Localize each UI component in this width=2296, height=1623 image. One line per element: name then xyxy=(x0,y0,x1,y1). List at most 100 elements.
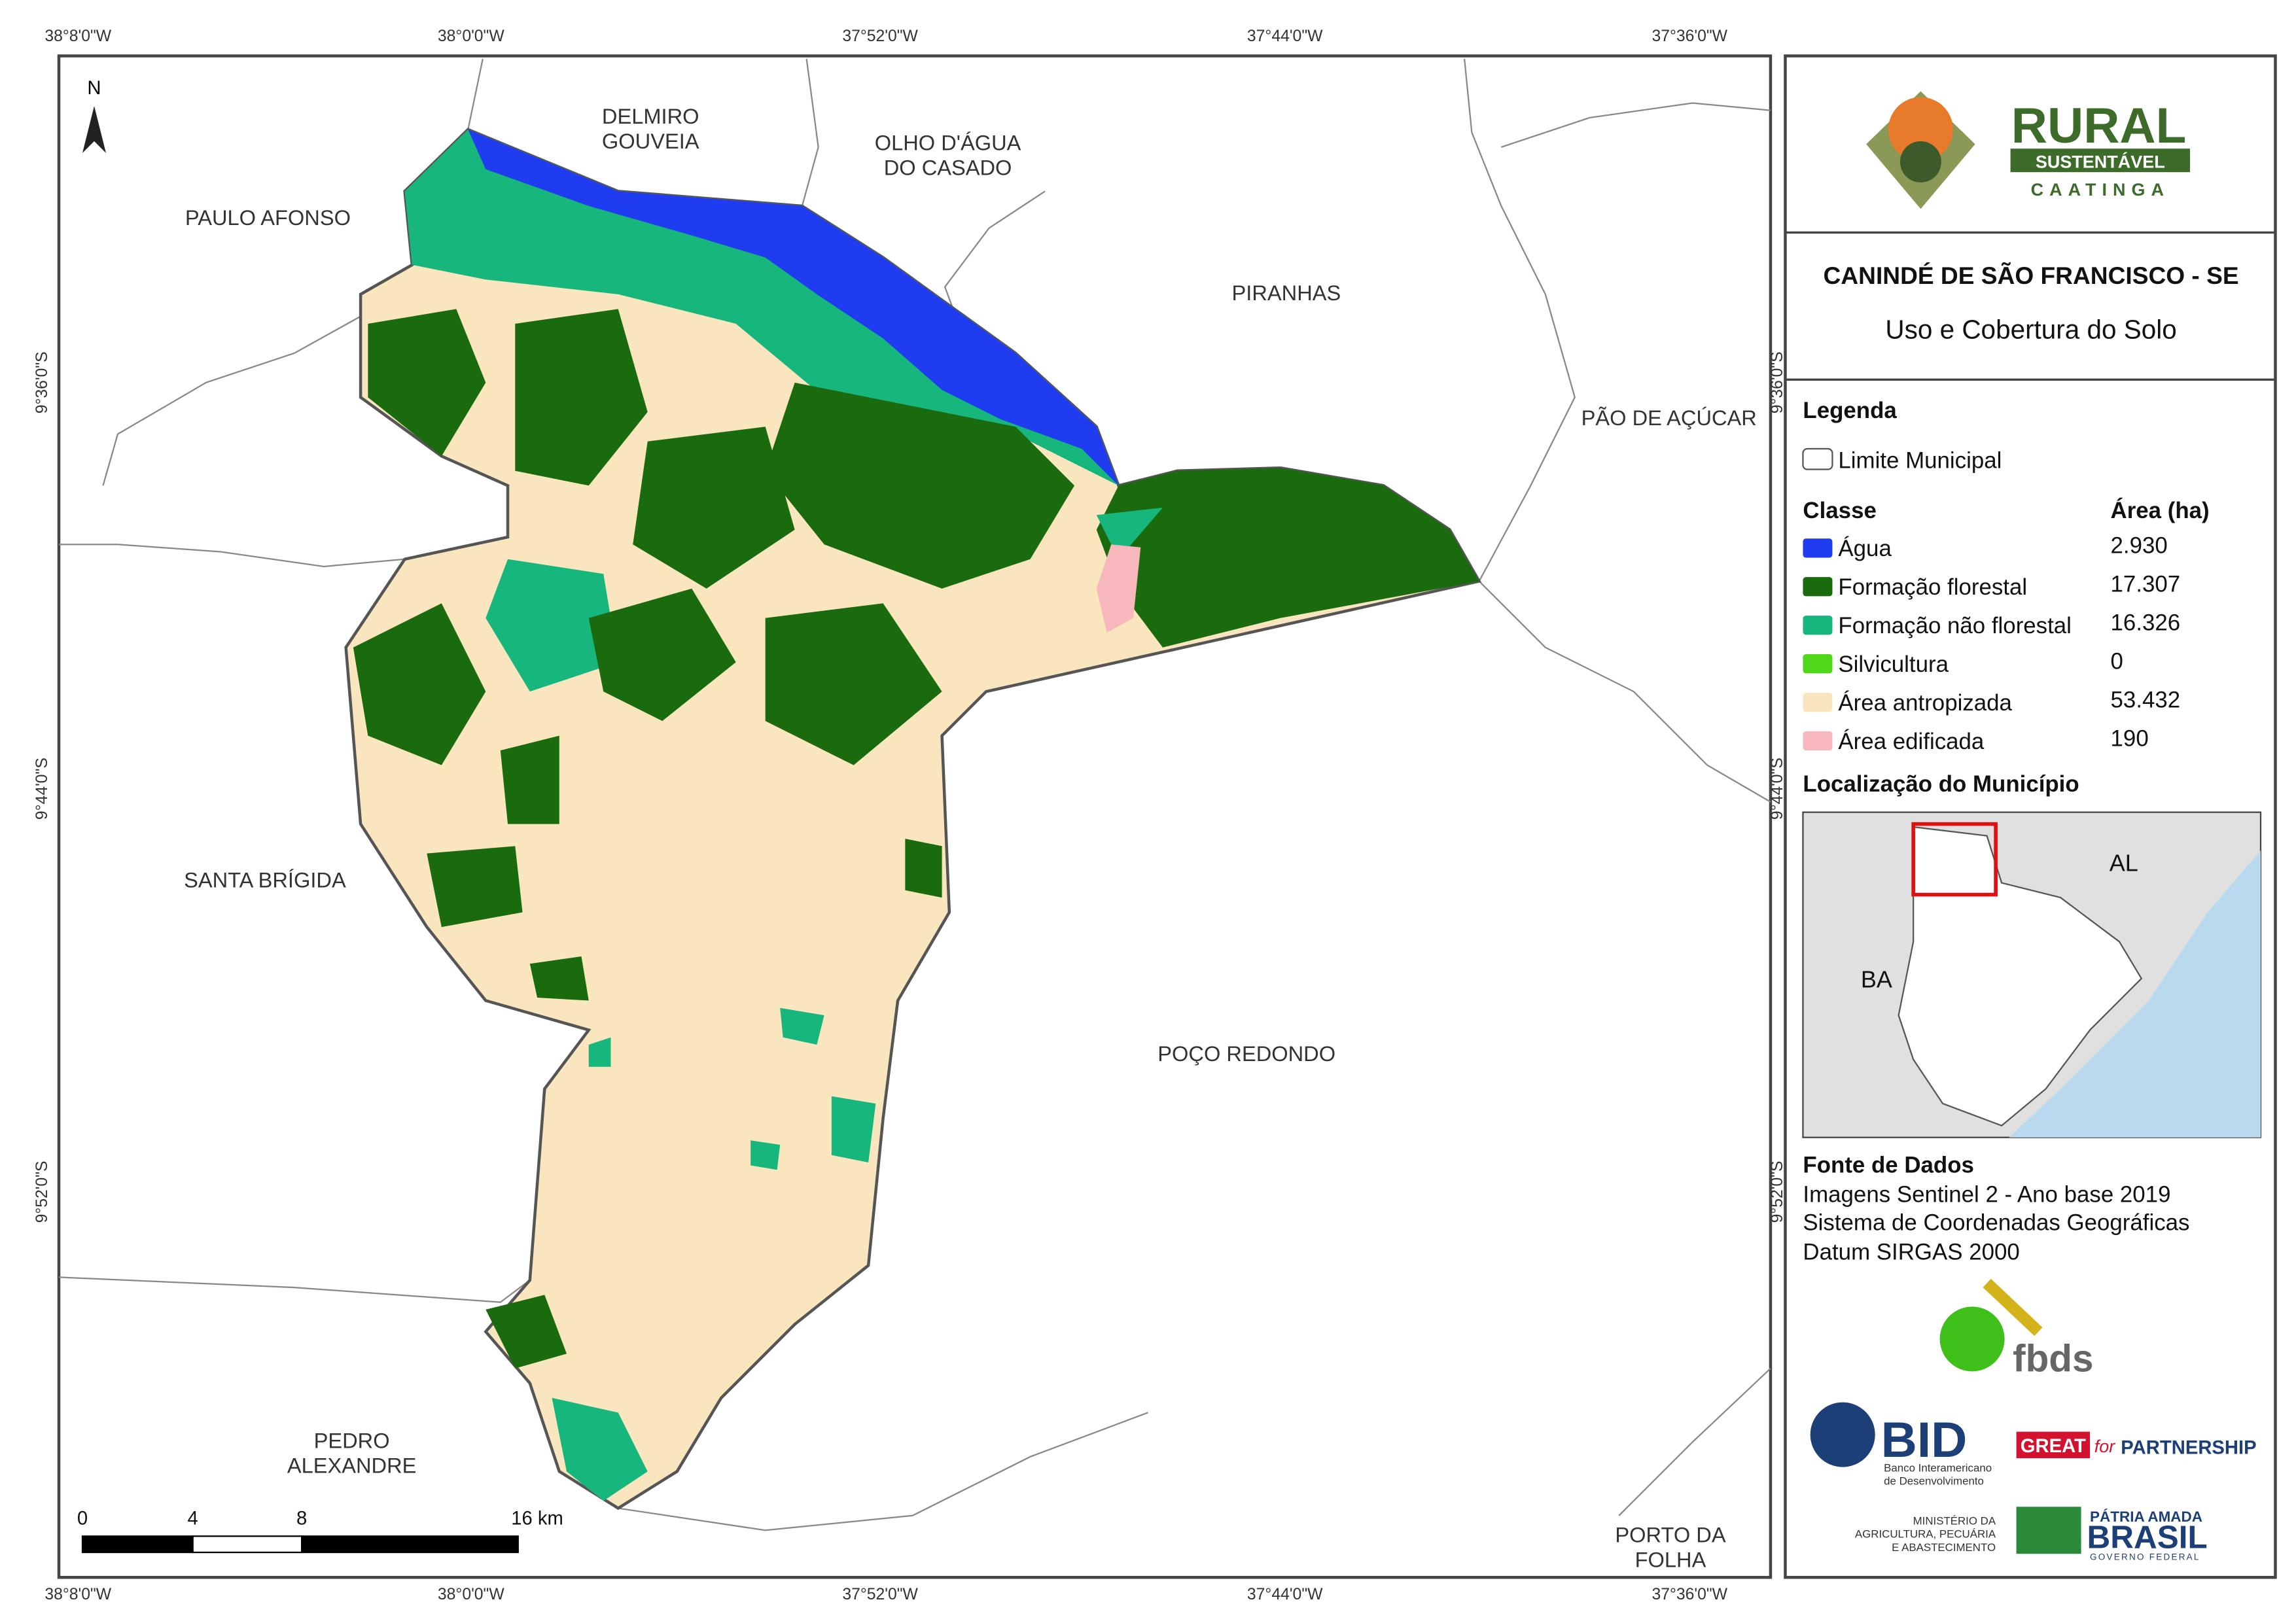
coord-label: 38°8'0"W xyxy=(44,27,111,45)
forest xyxy=(515,309,648,486)
coord-label: 9°52'0"S xyxy=(1769,1161,1786,1223)
forest xyxy=(353,603,486,765)
forest xyxy=(368,309,486,457)
ministry-text: MINISTÉRIO DA xyxy=(1913,1514,1996,1527)
ministry-text: E ABASTECIMENTO xyxy=(1892,1541,1996,1554)
logo-tree xyxy=(1899,141,1941,183)
legend-class: Área antropizada xyxy=(1838,690,2012,716)
boundary xyxy=(801,58,819,207)
forest xyxy=(633,427,795,589)
forest xyxy=(1096,468,1479,648)
boundary xyxy=(1500,102,1771,148)
place-label: PIRANHAS xyxy=(1232,281,1341,305)
bid-logo xyxy=(1810,1402,1875,1467)
legend-swatch xyxy=(1803,692,1833,712)
class-header: Classe xyxy=(1803,498,1876,523)
partnership-text: PARTNERSHIP xyxy=(2121,1437,2256,1458)
logo-subtitle: SUSTENTÁVEL xyxy=(2036,151,2165,171)
inset-label: BA xyxy=(1861,966,1892,992)
coord-label: 38°0'0"W xyxy=(438,1586,504,1603)
for-text: for xyxy=(2094,1437,2116,1456)
bid-name: Banco Interamericano xyxy=(1884,1461,1992,1474)
coord-label: 37°52'0"W xyxy=(842,1586,918,1603)
scale-label: 4 xyxy=(188,1508,198,1529)
place-label: FOLHA xyxy=(1635,1548,1706,1572)
sources-heading: Fonte de Dados xyxy=(1803,1153,1973,1178)
legend-swatch xyxy=(1803,731,1833,751)
north-arrow xyxy=(82,105,106,153)
panel-title: CANINDÉ DE SÃO FRANCISCO - SE xyxy=(1824,262,2239,289)
non-forest xyxy=(486,559,618,692)
coord-label: 38°0'0"W xyxy=(438,27,504,45)
legend-class: Formação florestal xyxy=(1838,574,2027,600)
inset-ocean xyxy=(2009,850,2261,1138)
panel-subtitle: Uso e Cobertura do Solo xyxy=(1885,314,2176,344)
place-label: ALEXANDRE xyxy=(287,1454,417,1478)
place-label: PEDRO xyxy=(314,1428,390,1452)
non-forest xyxy=(404,129,1119,486)
forest xyxy=(905,839,942,898)
coord-label: 9°36'0"S xyxy=(1769,351,1786,413)
forest xyxy=(500,735,559,824)
location-inset xyxy=(1802,811,2262,1138)
legend-class: Área edificada xyxy=(1838,729,1984,754)
north-label: N xyxy=(87,78,101,99)
place-label: POÇO REDONDO xyxy=(1157,1041,1335,1066)
place-label: PAULO AFONSO xyxy=(185,205,351,230)
boundary xyxy=(618,1412,1148,1531)
patria-text: PÁTRIA AMADA xyxy=(2090,1509,2202,1525)
bid-name: de Desenvolvimento xyxy=(1884,1475,1984,1488)
legend-area: 2.930 xyxy=(2111,533,2168,559)
great-text: GREAT xyxy=(2021,1436,2086,1457)
legend-classes: Água 2.930 Formação florestal 17.307 Formaçã… xyxy=(1803,533,2180,754)
legend-class: Silvicultura xyxy=(1838,652,1949,677)
brasil-text: BRASIL xyxy=(2087,1519,2208,1555)
place-label: DELMIRO xyxy=(602,104,699,128)
scale-label: 0 xyxy=(77,1508,88,1529)
logo-band xyxy=(2010,148,2191,173)
place-label: SANTA BRÍGIDA xyxy=(184,867,346,892)
scale-label: 16 km xyxy=(511,1508,563,1529)
coord-label: 9°36'0"S xyxy=(33,351,51,413)
place-label: PORTO DA xyxy=(1615,1522,1725,1546)
legend-area: 0 xyxy=(2111,649,2123,674)
legend-swatch xyxy=(1803,654,1833,674)
area-header: Área (ha) xyxy=(2111,497,2210,523)
scale-bar xyxy=(81,1535,519,1554)
coord-label: 9°44'0"S xyxy=(1769,758,1786,820)
place-label: DO CASADO xyxy=(884,156,1012,180)
legend-heading: Legenda xyxy=(1803,398,1897,423)
place-label: GOUVEIA xyxy=(602,129,699,153)
non-forest xyxy=(751,1140,781,1170)
location-heading: Localização do Município xyxy=(1803,771,2079,797)
boundary xyxy=(59,544,405,568)
legend-area: 53.432 xyxy=(2111,687,2181,712)
non-forest xyxy=(588,1037,611,1067)
place-label: OLHO D'ÁGUA xyxy=(875,130,1021,154)
boundary xyxy=(1463,58,1576,582)
non-forest xyxy=(831,1096,876,1162)
legend-swatch xyxy=(1803,538,1833,558)
ministry-text: AGRICULTURA, PECUÁRIA xyxy=(1855,1528,1996,1541)
boundary-label: Limite Municipal xyxy=(1838,447,2002,473)
boundary xyxy=(1478,580,1771,803)
forest xyxy=(765,382,1075,589)
coord-label: 38°8'0"W xyxy=(44,1586,111,1603)
forest xyxy=(427,846,523,928)
fbds-mark xyxy=(1983,1278,2043,1336)
fbds-text: fbds xyxy=(2013,1337,2093,1380)
legend-area: 16.326 xyxy=(2111,610,2181,636)
coord-label: 9°44'0"S xyxy=(33,758,51,820)
legend-area: 17.307 xyxy=(2111,572,2181,597)
logo-sun xyxy=(1888,97,1953,162)
legend-swatch xyxy=(1803,616,1833,635)
coord-label: 37°36'0"W xyxy=(1651,1586,1727,1603)
boundary xyxy=(467,58,484,130)
inset-label: AL xyxy=(2110,850,2138,877)
logo-tagline: CAATINGA xyxy=(2031,180,2170,200)
forest xyxy=(765,603,942,765)
coord-label: 37°52'0"W xyxy=(842,27,918,45)
logo-title: RURAL xyxy=(2011,98,2187,154)
scale-segment xyxy=(192,1535,303,1554)
